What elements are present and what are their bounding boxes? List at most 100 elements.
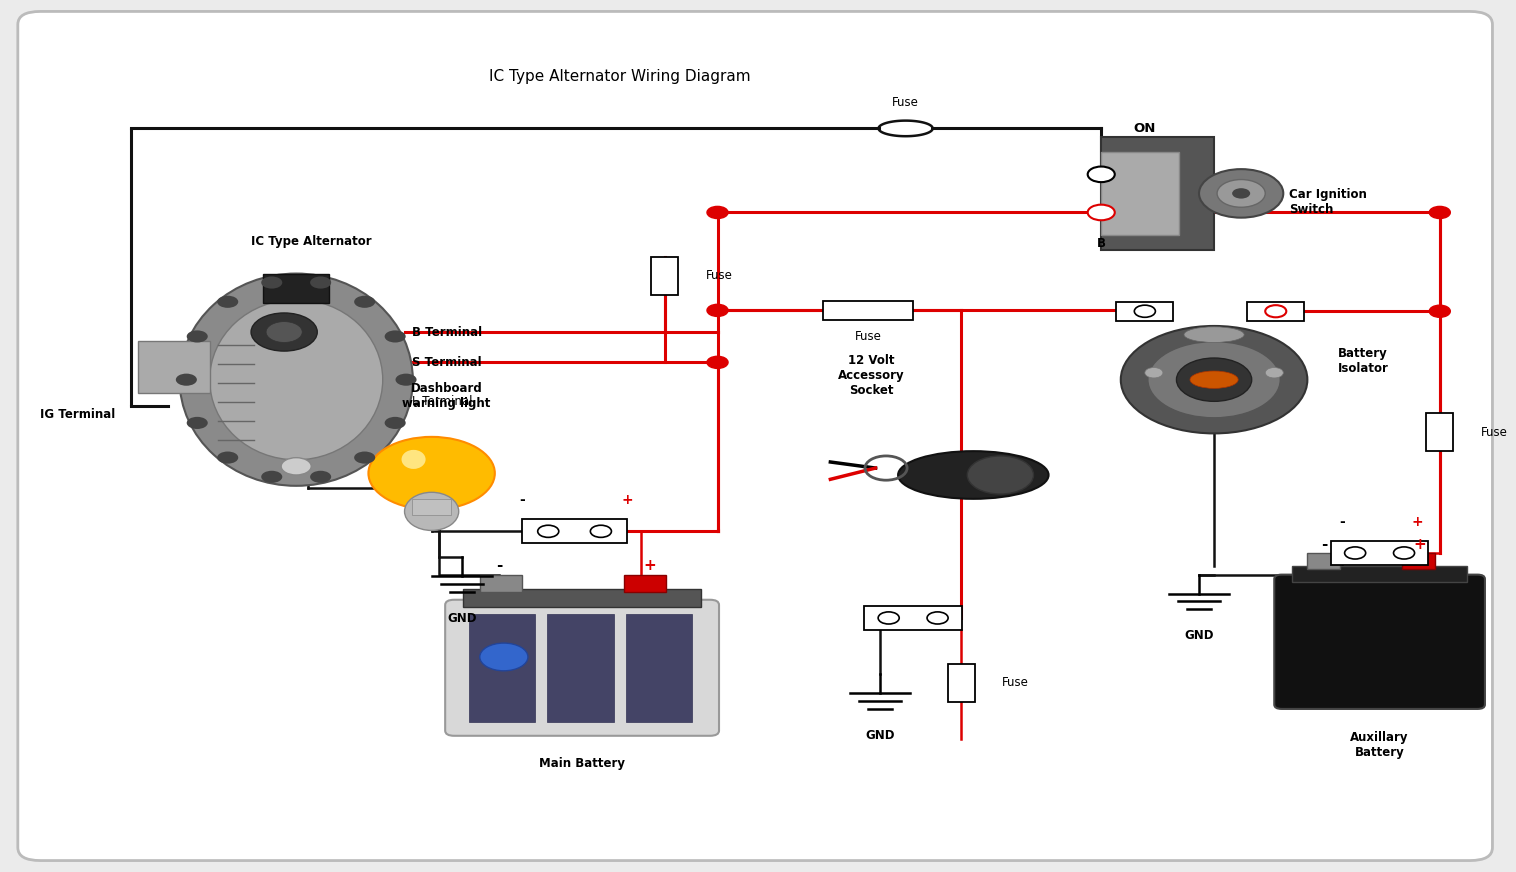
Circle shape xyxy=(385,417,406,429)
Circle shape xyxy=(368,437,494,509)
Circle shape xyxy=(479,643,528,671)
Circle shape xyxy=(706,207,728,219)
Bar xyxy=(470,614,535,722)
Circle shape xyxy=(176,373,197,385)
Circle shape xyxy=(1430,207,1451,219)
Circle shape xyxy=(217,452,238,464)
Bar xyxy=(264,274,329,303)
Circle shape xyxy=(261,276,282,289)
Text: -: - xyxy=(1320,537,1326,552)
Circle shape xyxy=(311,276,330,289)
Circle shape xyxy=(1120,326,1307,433)
Circle shape xyxy=(396,373,417,385)
Text: -: - xyxy=(496,558,502,574)
Ellipse shape xyxy=(897,451,1049,499)
Text: Fuse: Fuse xyxy=(1481,426,1507,439)
FancyBboxPatch shape xyxy=(446,600,719,736)
Circle shape xyxy=(967,456,1034,494)
Bar xyxy=(1427,413,1454,451)
Bar xyxy=(948,664,975,702)
Text: GND: GND xyxy=(866,729,894,742)
Circle shape xyxy=(706,304,728,317)
Bar xyxy=(1402,553,1436,569)
Circle shape xyxy=(355,452,376,464)
Circle shape xyxy=(261,471,282,483)
Bar xyxy=(1101,137,1214,249)
Circle shape xyxy=(217,296,238,308)
Ellipse shape xyxy=(1190,371,1239,388)
Text: GND: GND xyxy=(1184,630,1214,642)
Text: Fuse: Fuse xyxy=(705,269,732,283)
Bar xyxy=(522,519,628,543)
Text: -: - xyxy=(1339,514,1345,528)
Circle shape xyxy=(252,313,317,351)
Circle shape xyxy=(267,322,302,343)
Bar xyxy=(547,614,614,722)
Ellipse shape xyxy=(405,493,459,530)
Circle shape xyxy=(1134,305,1155,317)
Circle shape xyxy=(1217,180,1266,208)
Circle shape xyxy=(1199,169,1283,218)
Text: +: + xyxy=(643,558,656,574)
Bar xyxy=(625,575,667,592)
Bar xyxy=(1248,302,1304,321)
Text: IG Terminal: IG Terminal xyxy=(41,408,115,421)
Circle shape xyxy=(1266,368,1283,378)
Text: Battery
Isolator: Battery Isolator xyxy=(1337,346,1389,375)
Text: +: + xyxy=(1411,514,1424,528)
Circle shape xyxy=(186,417,208,429)
Circle shape xyxy=(1430,305,1451,317)
Text: Main Battery: Main Battery xyxy=(540,757,625,770)
Text: GND: GND xyxy=(447,612,476,625)
Text: B Terminal: B Terminal xyxy=(412,325,482,338)
Bar xyxy=(626,614,691,722)
Bar xyxy=(1307,553,1340,569)
Circle shape xyxy=(1266,305,1286,317)
Text: +: + xyxy=(1414,537,1427,552)
Circle shape xyxy=(311,471,330,483)
Bar xyxy=(864,606,963,630)
Ellipse shape xyxy=(179,274,412,486)
Circle shape xyxy=(706,357,728,368)
Bar xyxy=(138,341,211,392)
Ellipse shape xyxy=(1184,327,1245,343)
FancyBboxPatch shape xyxy=(1275,575,1486,709)
FancyBboxPatch shape xyxy=(18,11,1492,861)
Bar xyxy=(823,301,913,320)
Bar xyxy=(1331,541,1428,565)
Circle shape xyxy=(1233,188,1251,199)
Bar xyxy=(1116,302,1173,321)
Circle shape xyxy=(1148,342,1281,418)
Text: -: - xyxy=(518,493,525,507)
Text: ON: ON xyxy=(1134,122,1157,135)
Text: Fuse: Fuse xyxy=(893,96,919,109)
Circle shape xyxy=(1087,167,1114,182)
Text: B: B xyxy=(1096,236,1105,249)
Text: Fuse: Fuse xyxy=(855,330,881,344)
Circle shape xyxy=(355,296,376,308)
Text: IC Type Alternator Wiring Diagram: IC Type Alternator Wiring Diagram xyxy=(488,69,750,84)
Text: L Terminal: L Terminal xyxy=(412,395,473,408)
Circle shape xyxy=(1176,358,1252,401)
Ellipse shape xyxy=(402,450,426,469)
Text: S Terminal: S Terminal xyxy=(412,356,482,369)
Text: 12 Volt
Accessory
Socket: 12 Volt Accessory Socket xyxy=(838,354,905,397)
Bar xyxy=(464,589,700,607)
Circle shape xyxy=(1087,205,1114,221)
Text: Car Ignition
Switch: Car Ignition Switch xyxy=(1289,188,1367,216)
Text: IC Type Alternator: IC Type Alternator xyxy=(252,235,371,248)
Bar xyxy=(479,575,522,592)
Text: +: + xyxy=(622,493,634,507)
Text: Fuse: Fuse xyxy=(1002,677,1029,690)
Ellipse shape xyxy=(209,300,382,460)
Text: Auxillary
Battery: Auxillary Battery xyxy=(1351,731,1408,759)
Circle shape xyxy=(186,330,208,343)
Bar xyxy=(412,500,452,514)
Circle shape xyxy=(280,458,311,475)
Circle shape xyxy=(1145,368,1163,378)
Circle shape xyxy=(385,330,406,343)
Text: Dashboard
warning light: Dashboard warning light xyxy=(402,382,491,410)
Bar xyxy=(1292,566,1467,582)
Bar xyxy=(1101,152,1179,235)
Bar xyxy=(652,256,678,295)
